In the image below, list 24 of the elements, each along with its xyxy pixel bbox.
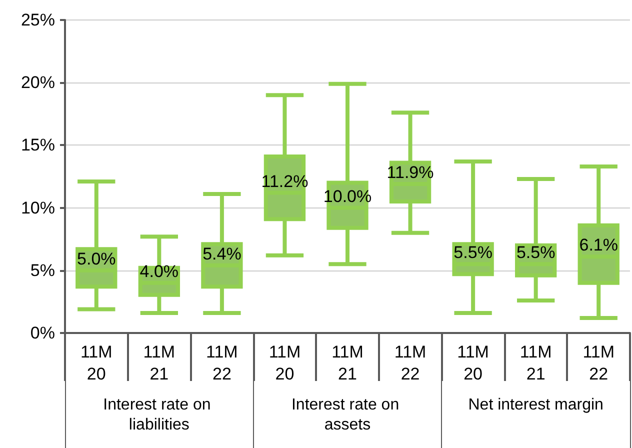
y-tick-label: 5%	[30, 260, 55, 280]
x-tick-label: 11M 20	[268, 342, 301, 384]
text: 4.0%	[140, 262, 179, 281]
text: 6.1%	[579, 236, 618, 255]
x-tick-label: 11M 22	[206, 342, 238, 384]
y-tick-label: 10%	[20, 198, 55, 218]
text: Net interest margin	[468, 396, 604, 414]
x-tick-label: 11M 21	[332, 342, 364, 384]
text: 5.5%	[454, 243, 492, 262]
x-tick-label: 11M 20	[457, 342, 489, 384]
text: 5.5%	[516, 243, 556, 262]
y-tick-label: 25%	[20, 10, 55, 30]
text: 5.4%	[202, 244, 242, 264]
y-tick-label: 15%	[20, 136, 55, 155]
text: Interest rate on liabilities	[103, 396, 216, 434]
y-tick-label: 0%	[30, 324, 55, 342]
x-tick-label: 11M 22	[582, 342, 615, 384]
x-tick-label: 11M 21	[143, 342, 176, 384]
y-tick-label: 20%	[20, 73, 55, 92]
x-tick-label: 11M 22	[394, 342, 426, 384]
text: 5.0%	[77, 249, 116, 268]
x-tick-label: 11M 21	[520, 342, 552, 384]
x-tick-label: 11M 20	[80, 342, 112, 384]
text: Interest rate on assets	[291, 396, 404, 434]
